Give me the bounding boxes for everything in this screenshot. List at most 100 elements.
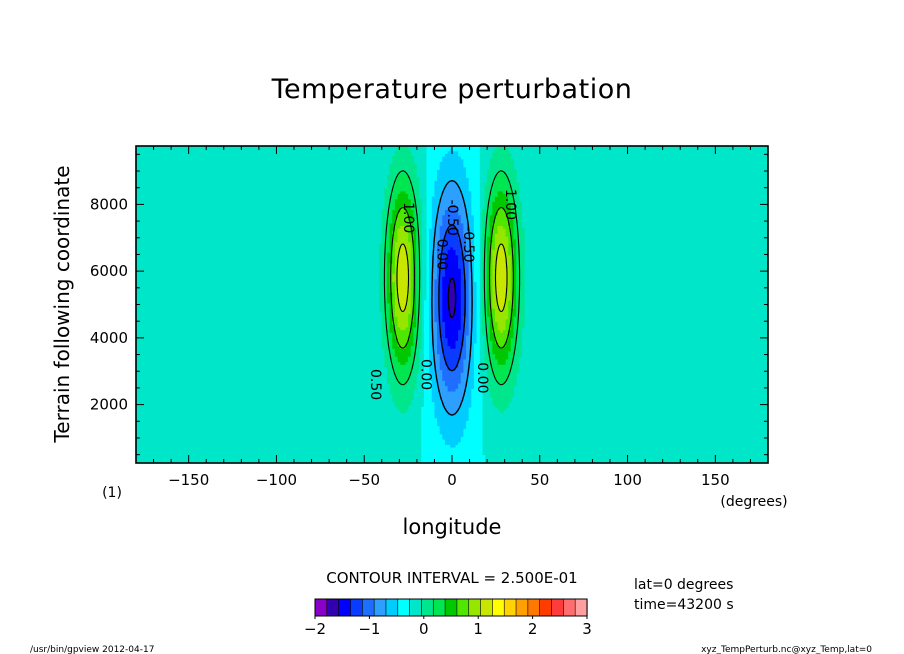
field-cell bbox=[468, 436, 472, 440]
field-cell bbox=[447, 270, 451, 275]
field-cell bbox=[513, 193, 517, 197]
field-cell bbox=[497, 228, 501, 232]
field-cell bbox=[458, 433, 462, 437]
field-cell bbox=[489, 342, 493, 347]
field-cell bbox=[392, 276, 396, 280]
field-cell bbox=[410, 356, 414, 360]
field-cell bbox=[510, 372, 515, 376]
field-cell bbox=[434, 206, 438, 210]
field-cell bbox=[402, 348, 407, 352]
field-cell bbox=[400, 372, 404, 376]
field-cell bbox=[400, 398, 404, 403]
field-cell bbox=[434, 182, 438, 186]
field-cell bbox=[402, 156, 407, 160]
field-cell bbox=[444, 254, 449, 259]
field-cell bbox=[463, 185, 467, 189]
field-cell bbox=[439, 260, 443, 264]
field-cell bbox=[452, 185, 457, 189]
field-cell bbox=[508, 393, 512, 397]
field-cell bbox=[458, 228, 462, 232]
field-cell bbox=[497, 268, 501, 272]
field-cell bbox=[447, 318, 451, 323]
field-cell bbox=[437, 262, 441, 267]
field-cell bbox=[460, 449, 465, 453]
field-cell bbox=[476, 270, 480, 275]
field-cell bbox=[484, 276, 488, 280]
field-cell bbox=[495, 153, 499, 157]
field-cell bbox=[452, 292, 457, 296]
field-cell bbox=[405, 404, 409, 408]
field-cell bbox=[513, 289, 517, 293]
field-cell bbox=[418, 233, 422, 237]
field-cell bbox=[442, 284, 446, 288]
field-cell bbox=[408, 158, 412, 162]
field-cell bbox=[471, 436, 475, 440]
field-cell bbox=[400, 340, 404, 344]
field-cell bbox=[463, 180, 467, 184]
field-cell bbox=[455, 260, 459, 264]
field-cell bbox=[471, 286, 475, 291]
field-cell bbox=[434, 433, 438, 437]
field-cell bbox=[384, 217, 388, 221]
field-cell bbox=[405, 166, 409, 170]
field-cell bbox=[400, 374, 404, 379]
field-cell bbox=[510, 321, 515, 325]
field-cell bbox=[455, 406, 459, 411]
field-cell bbox=[381, 324, 386, 328]
field-cell bbox=[487, 222, 491, 227]
field-cell bbox=[471, 404, 475, 408]
field-cell bbox=[416, 342, 420, 347]
field-cell bbox=[450, 222, 454, 227]
field-cell bbox=[416, 177, 420, 181]
field-cell bbox=[476, 190, 480, 194]
field-cell bbox=[458, 377, 462, 381]
field-cell bbox=[463, 430, 467, 435]
field-cell bbox=[473, 228, 478, 232]
field-cell bbox=[452, 188, 457, 192]
field-cell bbox=[452, 356, 457, 360]
field-cell bbox=[379, 297, 383, 301]
field-cell bbox=[484, 214, 488, 219]
field-cell bbox=[497, 150, 501, 154]
field-cell bbox=[455, 193, 459, 197]
field-cell bbox=[447, 169, 451, 173]
field-cell bbox=[505, 364, 509, 368]
field-cell bbox=[455, 146, 459, 149]
field-cell bbox=[387, 377, 391, 381]
field-cell bbox=[397, 201, 401, 205]
field-cell bbox=[502, 177, 507, 181]
field-cell bbox=[460, 180, 465, 184]
field-cell bbox=[516, 316, 520, 320]
field-cell bbox=[429, 396, 433, 400]
field-cell bbox=[484, 356, 488, 360]
field-cell bbox=[447, 374, 451, 379]
field-cell bbox=[447, 148, 451, 152]
field-cell bbox=[447, 364, 451, 368]
field-cell bbox=[400, 342, 404, 347]
field-cell bbox=[387, 358, 391, 363]
field-cell bbox=[423, 457, 428, 461]
field-cell bbox=[434, 454, 438, 459]
field-cell bbox=[444, 217, 449, 221]
field-cell bbox=[423, 310, 428, 315]
field-cell bbox=[439, 188, 443, 192]
field-cell bbox=[408, 182, 412, 186]
field-cell bbox=[431, 444, 436, 448]
field-cell bbox=[502, 321, 507, 325]
field-cell bbox=[410, 217, 414, 221]
field-cell bbox=[402, 174, 407, 178]
field-cell bbox=[450, 161, 454, 165]
field-cell bbox=[495, 225, 499, 229]
field-cell bbox=[381, 313, 386, 317]
field-cell bbox=[413, 244, 417, 248]
field-cell bbox=[458, 460, 462, 463]
field-cell bbox=[431, 265, 436, 269]
field-cell bbox=[502, 313, 507, 317]
field-cell bbox=[450, 353, 454, 357]
field-cell bbox=[442, 281, 446, 285]
field-cell bbox=[492, 348, 496, 352]
field-cell bbox=[452, 249, 457, 253]
field-cell bbox=[505, 353, 509, 357]
field-cell bbox=[416, 206, 420, 210]
field-cell bbox=[392, 318, 396, 323]
